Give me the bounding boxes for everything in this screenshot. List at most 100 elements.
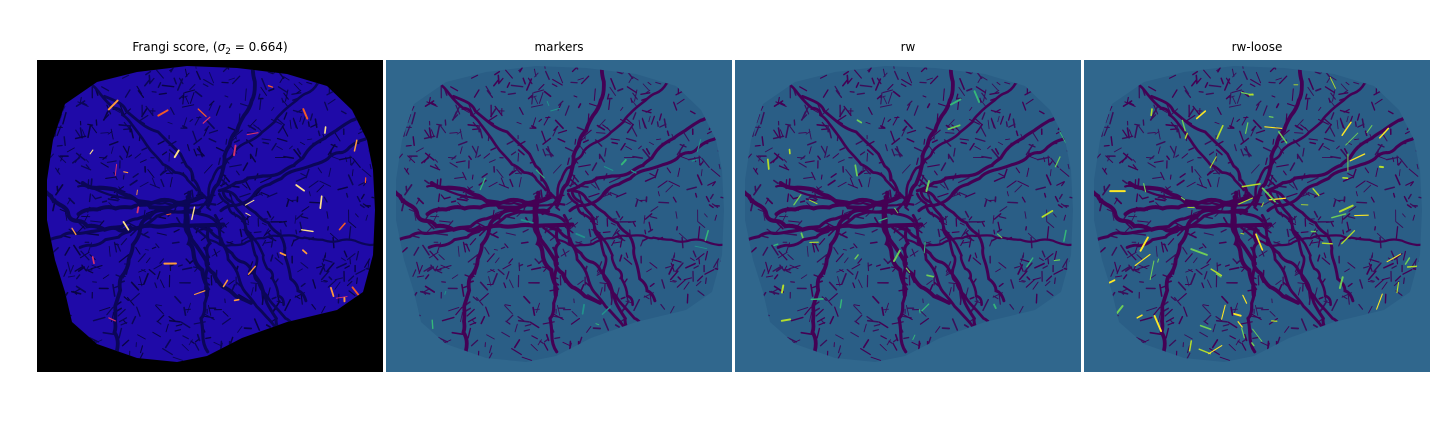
tissue-region [745, 66, 1073, 362]
highlight-segment [1199, 324, 1212, 331]
highlight-segment [620, 159, 627, 166]
highlight-segment [123, 171, 129, 174]
highlight-segment [1277, 131, 1288, 144]
highlight-segment [546, 100, 550, 106]
highlight-segment [246, 132, 259, 136]
highlight-segment [800, 232, 804, 239]
highlight-segment [444, 290, 447, 295]
highlight-segment [1338, 204, 1354, 213]
highlight-segment [353, 139, 358, 152]
highlight-segment [973, 90, 981, 103]
highlight-segment [244, 199, 255, 206]
title-prefix: Frangi score, ( [132, 40, 218, 54]
panel-title-frangi: Frangi score, (σ2 = 0.664) [37, 40, 383, 57]
tissue-region [47, 66, 375, 362]
highlight-segment [1063, 229, 1067, 242]
highlight-segment [107, 99, 119, 111]
highlight-segment [1237, 321, 1243, 328]
highlight-segment [330, 286, 335, 297]
highlight-segment [810, 298, 824, 301]
highlight-segment [91, 256, 95, 265]
highlight-segment [1264, 126, 1283, 129]
highlight-segment [603, 166, 614, 171]
highlight-segment [1041, 210, 1054, 218]
highlight-segment [893, 249, 901, 262]
highlight-segment [166, 213, 172, 216]
highlight-segment [1386, 253, 1402, 263]
highlight-segment [1054, 156, 1061, 168]
highlight-segment [267, 85, 274, 88]
highlight-segment [766, 158, 770, 170]
highlight-segment [1210, 268, 1223, 277]
highlight-segment [1341, 121, 1352, 137]
highlight-segment [918, 309, 921, 314]
highlight-segment [1345, 132, 1359, 146]
highlight-segment [520, 219, 534, 224]
highlight-segment [1396, 282, 1400, 294]
highlight-segment [1134, 253, 1151, 267]
highlight-segment [856, 119, 863, 124]
highlight-segment [894, 207, 899, 214]
highlight-segment [1312, 188, 1320, 197]
highlight-segment [1338, 276, 1344, 289]
highlight-segment [233, 298, 240, 302]
highlight-segment [535, 169, 545, 179]
highlight-segment [245, 212, 251, 216]
highlight-segment [1341, 230, 1356, 245]
highlight-segment [630, 170, 637, 174]
highlight-segment [780, 318, 791, 322]
highlight-segment [197, 108, 207, 118]
highlight-segment [338, 222, 346, 231]
highlight-segment [550, 107, 560, 112]
sigma-symbol: σ [217, 40, 226, 54]
title-suffix: = 0.664) [230, 40, 288, 54]
highlight-segment [1195, 110, 1207, 120]
rw-image [735, 60, 1081, 372]
highlight-segment [1349, 153, 1366, 162]
highlight-segment [1268, 115, 1274, 118]
panel-frangi-score: Frangi score, (σ2 = 0.664) [37, 40, 383, 372]
highlight-segment [921, 303, 930, 312]
tissue-region [396, 66, 724, 362]
highlight-segment [89, 149, 94, 155]
highlight-segment [1242, 294, 1248, 304]
highlight-segment [279, 252, 287, 257]
highlight-segment [479, 177, 486, 191]
highlight-segment [1209, 156, 1217, 169]
highlight-segment [926, 274, 935, 278]
highlight-segment [704, 229, 709, 242]
highlight-segment [793, 194, 802, 206]
highlight-segment [1184, 132, 1188, 139]
sigma-subscript: 2 [225, 47, 231, 57]
highlight-segment [1251, 342, 1255, 347]
highlight-segment [1136, 314, 1143, 319]
highlight-segment [601, 306, 611, 315]
highlight-segment [431, 319, 434, 330]
highlight-segment [854, 164, 858, 177]
highlight-segment [595, 323, 600, 326]
highlight-segment [302, 108, 309, 120]
panel-markers: markers [386, 40, 732, 372]
highlight-segment [335, 296, 348, 299]
highlight-segment [839, 299, 843, 309]
highlight-segment [912, 334, 916, 341]
highlight-segment [808, 199, 818, 205]
rw-loose-image [1084, 60, 1430, 372]
highlight-segment [949, 98, 962, 106]
highlight-segment [1208, 345, 1223, 355]
highlight-segment [222, 279, 229, 288]
markers-image [386, 60, 732, 372]
highlight-segment [996, 233, 1003, 239]
highlight-segment [1157, 258, 1160, 263]
highlight-segment [1406, 265, 1420, 268]
highlight-segment [694, 245, 708, 250]
highlight-segment [202, 116, 211, 124]
highlight-segment [1321, 242, 1333, 245]
highlight-segment [1153, 315, 1163, 333]
highlight-segment [302, 249, 308, 255]
highlight-segment [780, 284, 785, 294]
highlight-segment [191, 206, 196, 221]
highlight-segment [301, 229, 314, 233]
highlight-segment [947, 124, 961, 130]
highlight-segment [854, 254, 859, 260]
